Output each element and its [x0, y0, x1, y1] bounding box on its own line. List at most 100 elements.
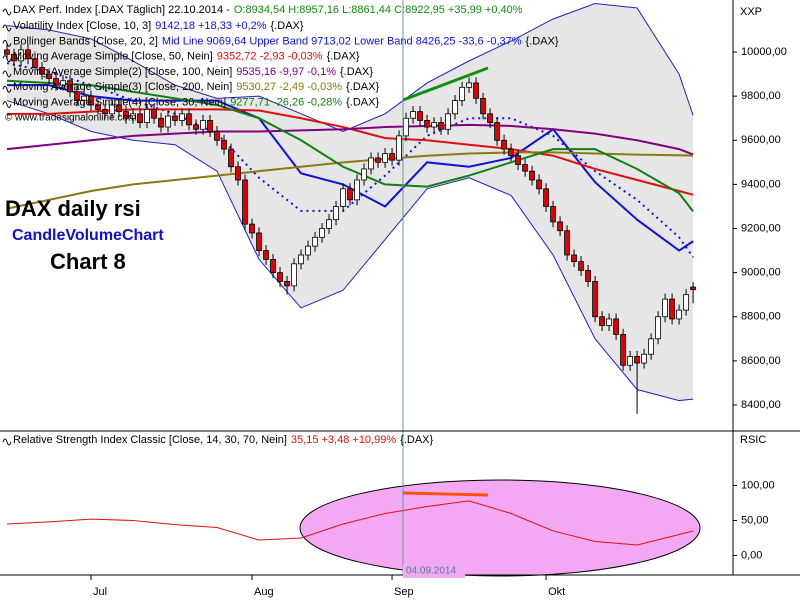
legend-suffix: {.DAX} — [327, 51, 360, 63]
y-tick-label: 9400,00 — [741, 178, 781, 190]
candle-body — [606, 318, 612, 326]
candle-body — [46, 73, 52, 79]
candle-body — [221, 139, 227, 150]
candle-body — [571, 254, 577, 262]
candle-body — [473, 82, 479, 99]
y-tick-label: 8800,00 — [741, 311, 781, 323]
highlight-ellipse — [299, 479, 701, 577]
candle-body — [298, 254, 304, 265]
candle-body — [25, 49, 31, 60]
legend-name: Relative Strength Index Classic [Close, … — [13, 434, 287, 446]
candle-body — [648, 338, 654, 355]
legend-name: Volatility Index [Close, 10, 3] — [13, 20, 151, 32]
candle-body — [466, 82, 472, 88]
candle-body — [662, 298, 668, 318]
legend-icon — [2, 39, 12, 47]
candle-body — [368, 157, 374, 170]
y-tick-label: 8400,00 — [741, 399, 781, 411]
candle-body — [403, 117, 409, 137]
legend-value: 9535,16 -9,97 -0,1% — [236, 66, 336, 78]
legend-name: Moving Average Simple [Close, 50, Nein] — [13, 51, 213, 63]
candle-body — [417, 111, 423, 121]
candle-body — [95, 104, 101, 110]
candle-body — [641, 353, 647, 364]
candle-body — [669, 298, 675, 320]
candle-body — [81, 95, 87, 101]
candle-body — [354, 179, 360, 201]
legend-suffix: {.DAX} — [346, 81, 379, 93]
candle-body — [459, 86, 465, 101]
legend-name: Moving Average Simple(4) [Close, 30, Nei… — [13, 96, 226, 108]
cursor-date: 04.09.2014 — [406, 566, 456, 577]
candle-body — [564, 230, 570, 256]
legend-icon — [2, 85, 12, 93]
candle-body — [578, 261, 584, 271]
x-tick-label: Aug — [254, 586, 274, 598]
candle-body — [11, 53, 17, 62]
legend-icon — [2, 438, 12, 446]
candle-body — [487, 113, 493, 124]
y-tick-label: 0,00 — [741, 549, 762, 561]
candle-body — [585, 270, 591, 282]
candle-body — [319, 228, 325, 238]
title-values: O:8934,54 H:8957,16 L:8861,44 C:8922,95 … — [234, 4, 523, 16]
candle-body — [74, 91, 80, 101]
candle-body — [228, 148, 234, 168]
candle-body — [32, 58, 38, 68]
legend-icon — [2, 70, 12, 78]
legend-value: 35,15 +3,48 +10,99% — [291, 434, 396, 446]
candle-body — [529, 170, 535, 181]
candle-body — [207, 120, 213, 132]
candle-body — [550, 206, 556, 223]
candle-body — [53, 78, 59, 86]
candle-body — [655, 316, 661, 340]
candle-body — [480, 97, 486, 115]
candle-body — [151, 109, 157, 119]
candle-body — [389, 153, 395, 161]
candle-body — [116, 104, 122, 113]
legend-suffix: {.DAX} — [346, 96, 379, 108]
x-tick-label: Jul — [93, 586, 107, 598]
candle-body — [102, 109, 108, 115]
candle-body — [305, 245, 311, 256]
candle-body — [249, 223, 255, 234]
candle-body — [123, 111, 129, 119]
candle-body — [438, 122, 444, 130]
back-layer — [299, 479, 701, 577]
indicator-line — [7, 84, 694, 252]
candle-body — [67, 80, 73, 93]
candle-body — [326, 219, 332, 229]
candle-body — [158, 117, 164, 128]
price-axis-label: XXP — [740, 6, 762, 18]
legend-entry: Moving Average Simple(4) [Close, 30, Nei… — [13, 96, 379, 108]
title-name: DAX Perf. Index [.DAX Täglich] 22.10.201… — [13, 4, 230, 16]
y-tick-label: 9600,00 — [741, 134, 781, 146]
candle-body — [186, 113, 192, 126]
y-tick-label: 9800,00 — [741, 90, 781, 102]
candle-body — [627, 356, 633, 366]
legend-value: Mid Line 9069,64 Upper Band 9713,02 Lowe… — [162, 35, 522, 47]
rsi-trend-line — [402, 491, 489, 497]
legend-entry: Bollinger Bands [Close, 20, 2] Mid Line 9… — [13, 35, 559, 47]
legend-name: Bollinger Bands [Close, 20, 2] — [13, 35, 158, 47]
legend-value: 9142,18 +18,33 +0,2% — [155, 20, 267, 32]
legend-suffix: {.DAX} — [400, 434, 433, 446]
candle-body — [165, 115, 171, 128]
candle-body — [508, 148, 514, 157]
candle-body — [39, 67, 45, 75]
bollinger-upper — [6, 3, 694, 133]
candle-body — [214, 131, 220, 141]
legend-entry: Moving Average Simple [Close, 50, Nein] 9… — [13, 51, 360, 63]
legend-value: 9530,27 -2,49 -0,03% — [236, 81, 342, 93]
legend-icon — [2, 101, 12, 108]
rsi-line — [6, 500, 694, 546]
candle-body — [88, 95, 94, 106]
legend-name: Moving Average Simple(2) [Close, 100, Ne… — [13, 66, 232, 78]
candle-body — [382, 153, 388, 163]
candle-body — [235, 166, 241, 181]
y-tick-label: 100,00 — [741, 479, 775, 491]
legend-name: Moving Average Simple(3) [Close, 200, Ne… — [13, 81, 232, 93]
bollinger-lower — [6, 100, 694, 402]
legend-suffix: {.DAX} — [526, 35, 559, 47]
legend-value: 9352,72 -2,93 -0,03% — [217, 51, 323, 63]
